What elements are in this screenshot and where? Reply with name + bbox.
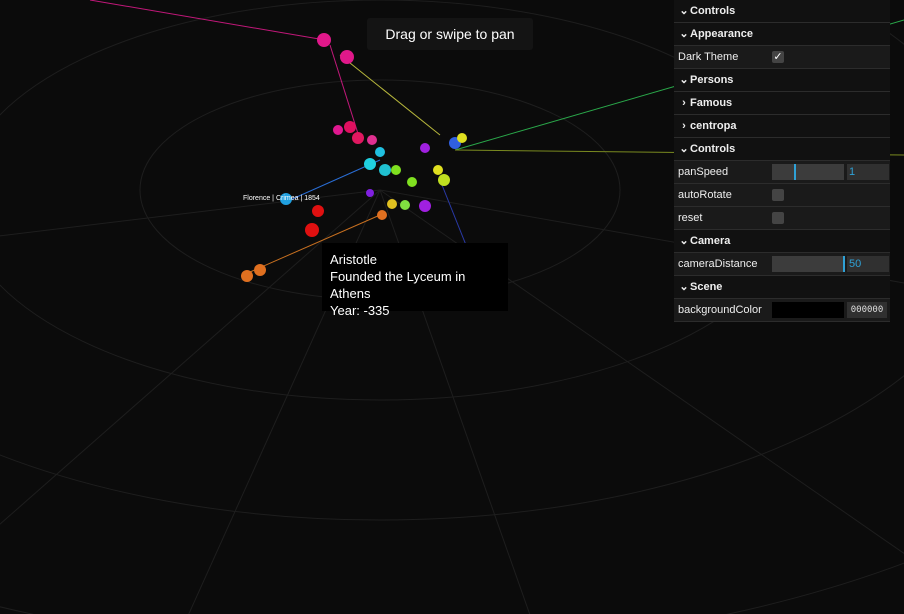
control-row: backgroundColor 000000 bbox=[674, 299, 890, 322]
folder-title: Controls bbox=[690, 143, 736, 155]
color-swatch[interactable] bbox=[772, 302, 844, 318]
number-input[interactable]: 1 bbox=[847, 164, 889, 180]
folder-header[interactable]: ⌄ Camera bbox=[674, 230, 890, 253]
color-input[interactable]: 000000 bbox=[847, 302, 887, 318]
number-input[interactable]: 50 bbox=[847, 256, 889, 272]
folder-arrow: › bbox=[682, 120, 686, 132]
tooltip-year: Year: -335 bbox=[330, 303, 390, 318]
person-label: Florence | Crimea | 1854 bbox=[243, 195, 320, 202]
control-label: backgroundColor bbox=[678, 304, 762, 316]
person-points[interactable] bbox=[241, 33, 474, 282]
control-label: panSpeed bbox=[678, 166, 729, 178]
folder-header[interactable]: ⌄ Appearance bbox=[674, 23, 890, 46]
tooltip-description: Founded the Lyceum in Athens bbox=[330, 269, 466, 301]
control-label: cameraDistance bbox=[678, 258, 758, 270]
folder-header[interactable]: ⌄ Scene bbox=[674, 276, 890, 299]
control-row: reset bbox=[674, 207, 890, 230]
folder-title: Appearance bbox=[690, 28, 753, 40]
folder-header[interactable]: ⌄ Persons bbox=[674, 69, 890, 92]
folder-title: Controls bbox=[690, 5, 736, 17]
folder-arrow: › bbox=[682, 97, 686, 109]
control-label: reset bbox=[678, 212, 703, 224]
control-row: panSpeed 1 bbox=[674, 161, 890, 184]
folder-title: Scene bbox=[690, 281, 723, 293]
folder-header[interactable]: › centropa bbox=[674, 115, 890, 138]
checkbox[interactable]: ✓ bbox=[772, 51, 784, 63]
checkbox[interactable] bbox=[772, 189, 784, 201]
folder-arrow: ⌄ bbox=[679, 28, 689, 40]
folder-header[interactable]: › Famous bbox=[674, 92, 890, 115]
folder-title: centropa bbox=[690, 120, 737, 132]
folder-header[interactable]: ⌄ Controls bbox=[674, 138, 890, 161]
control-row: autoRotate bbox=[674, 184, 890, 207]
folder-header[interactable]: ⌄ Controls bbox=[674, 0, 890, 23]
control-label: Dark Theme bbox=[678, 51, 739, 63]
folder-title: Persons bbox=[690, 74, 734, 86]
folder-title: Camera bbox=[690, 235, 731, 247]
pan-hint: Drag or swipe to pan bbox=[367, 18, 533, 50]
folder-arrow: ⌄ bbox=[679, 281, 689, 293]
control-row: Dark Theme ✓ bbox=[674, 46, 890, 69]
folder-arrow: ⌄ bbox=[679, 143, 689, 155]
tooltip-name: Aristotle bbox=[330, 252, 377, 267]
control-row: cameraDistance 50 bbox=[674, 253, 890, 276]
slider-knob bbox=[794, 164, 796, 180]
control-label: autoRotate bbox=[678, 189, 732, 201]
slider[interactable] bbox=[772, 256, 845, 272]
control-panel: ⌄ Controls ⌄ Appearance Dark Theme ✓ ⌄ Persons ›… bbox=[674, 0, 890, 322]
slider[interactable] bbox=[772, 164, 844, 180]
slider-knob bbox=[843, 256, 845, 272]
folder-title: Famous bbox=[690, 97, 733, 109]
folder-arrow: ⌄ bbox=[679, 74, 689, 86]
tooltip: Aristotle Founded the Lyceum in Athens Y… bbox=[322, 243, 508, 318]
checkbox[interactable] bbox=[772, 212, 784, 224]
folder-arrow: ⌄ bbox=[679, 5, 689, 17]
folder-arrow: ⌄ bbox=[679, 235, 689, 247]
